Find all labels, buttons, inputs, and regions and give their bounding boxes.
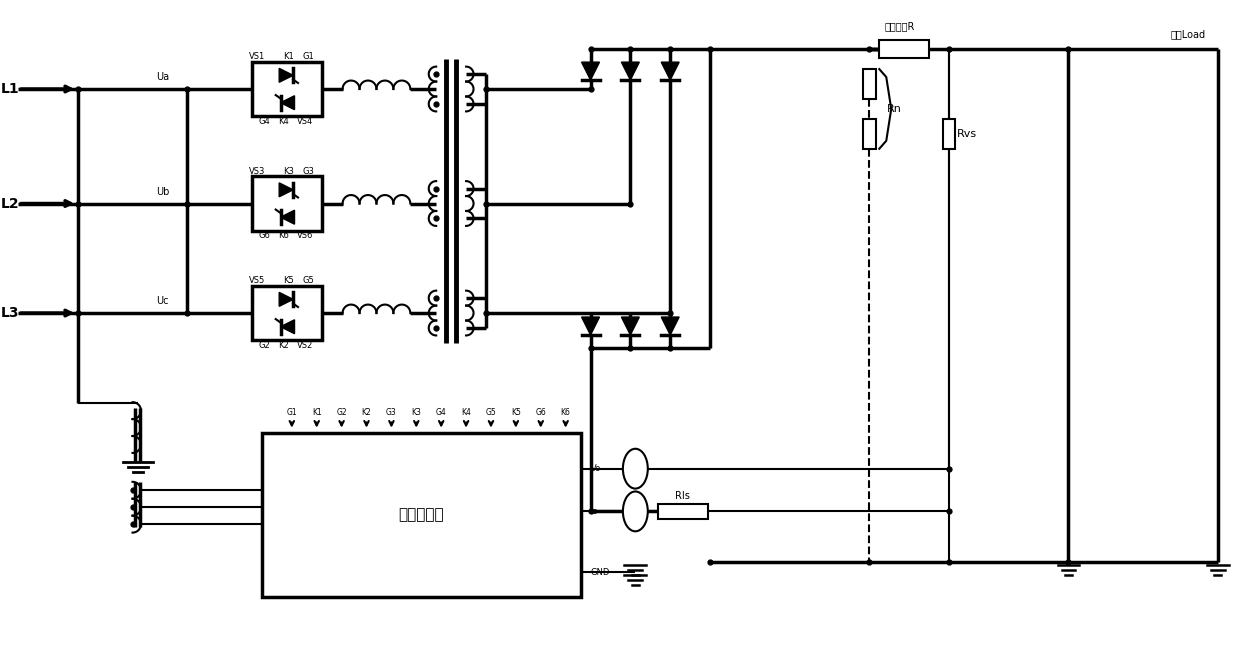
Text: VS3: VS3	[248, 167, 265, 176]
Bar	[863, 69, 875, 99]
Text: Io: Io	[590, 507, 598, 516]
Text: VS5: VS5	[249, 276, 265, 285]
Text: K3: K3	[284, 167, 294, 176]
Polygon shape	[582, 62, 599, 80]
Text: K4: K4	[279, 117, 289, 126]
Polygon shape	[661, 317, 680, 335]
Text: K5: K5	[511, 408, 521, 417]
Text: K4: K4	[461, 408, 471, 417]
Ellipse shape	[622, 449, 647, 489]
Text: K2: K2	[279, 341, 289, 350]
Text: G5: G5	[303, 276, 315, 285]
Text: VS6: VS6	[296, 231, 312, 240]
Text: K3: K3	[412, 408, 422, 417]
Polygon shape	[280, 319, 295, 334]
Text: Ub: Ub	[156, 187, 169, 196]
Text: G2: G2	[336, 408, 347, 417]
Text: K1: K1	[284, 52, 294, 61]
Bar	[657, 504, 708, 519]
Text: Rn: Rn	[887, 104, 901, 114]
Text: VS4: VS4	[296, 117, 312, 126]
Text: L2: L2	[1, 196, 20, 211]
Polygon shape	[661, 62, 680, 80]
Bar	[252, 286, 321, 340]
Text: GND: GND	[590, 568, 610, 577]
Polygon shape	[279, 292, 293, 307]
Bar	[252, 62, 321, 117]
Text: G6: G6	[536, 408, 546, 417]
Text: G2: G2	[259, 341, 270, 350]
Bar	[863, 119, 875, 149]
Text: Vo: Vo	[590, 464, 601, 473]
Text: 微机控制器: 微机控制器	[398, 507, 444, 522]
Text: G5: G5	[486, 408, 496, 417]
Text: G4: G4	[259, 117, 270, 126]
Bar	[942, 119, 956, 149]
Polygon shape	[279, 68, 293, 82]
Text: K6: K6	[279, 231, 289, 240]
Text: L3: L3	[1, 306, 20, 320]
Text: K1: K1	[311, 408, 321, 417]
Text: 负载Load: 负载Load	[1171, 29, 1205, 40]
Text: L1: L1	[1, 82, 20, 96]
Text: Ua: Ua	[156, 72, 169, 82]
Text: K6: K6	[560, 408, 570, 417]
Bar	[262, 432, 580, 597]
Text: 阻尼电阻R: 阻尼电阻R	[884, 21, 914, 31]
Bar	[252, 176, 321, 231]
Text: G4: G4	[435, 408, 446, 417]
Polygon shape	[280, 210, 295, 224]
Text: VS2: VS2	[296, 341, 312, 350]
Polygon shape	[621, 62, 640, 80]
Polygon shape	[279, 183, 293, 197]
Text: G3: G3	[386, 408, 397, 417]
Text: Rvs: Rvs	[957, 129, 977, 139]
Polygon shape	[280, 96, 295, 110]
Text: Uc: Uc	[156, 296, 169, 306]
Polygon shape	[621, 317, 640, 335]
Polygon shape	[582, 317, 599, 335]
Ellipse shape	[622, 491, 647, 531]
Text: G3: G3	[303, 167, 315, 176]
Text: VS1: VS1	[249, 52, 265, 61]
Text: G1: G1	[286, 408, 298, 417]
Text: G6: G6	[259, 231, 270, 240]
Text: RIs: RIs	[676, 491, 691, 502]
Text: K2: K2	[362, 408, 371, 417]
Text: G1: G1	[303, 52, 315, 61]
Bar	[879, 40, 929, 58]
Text: K5: K5	[284, 276, 294, 285]
